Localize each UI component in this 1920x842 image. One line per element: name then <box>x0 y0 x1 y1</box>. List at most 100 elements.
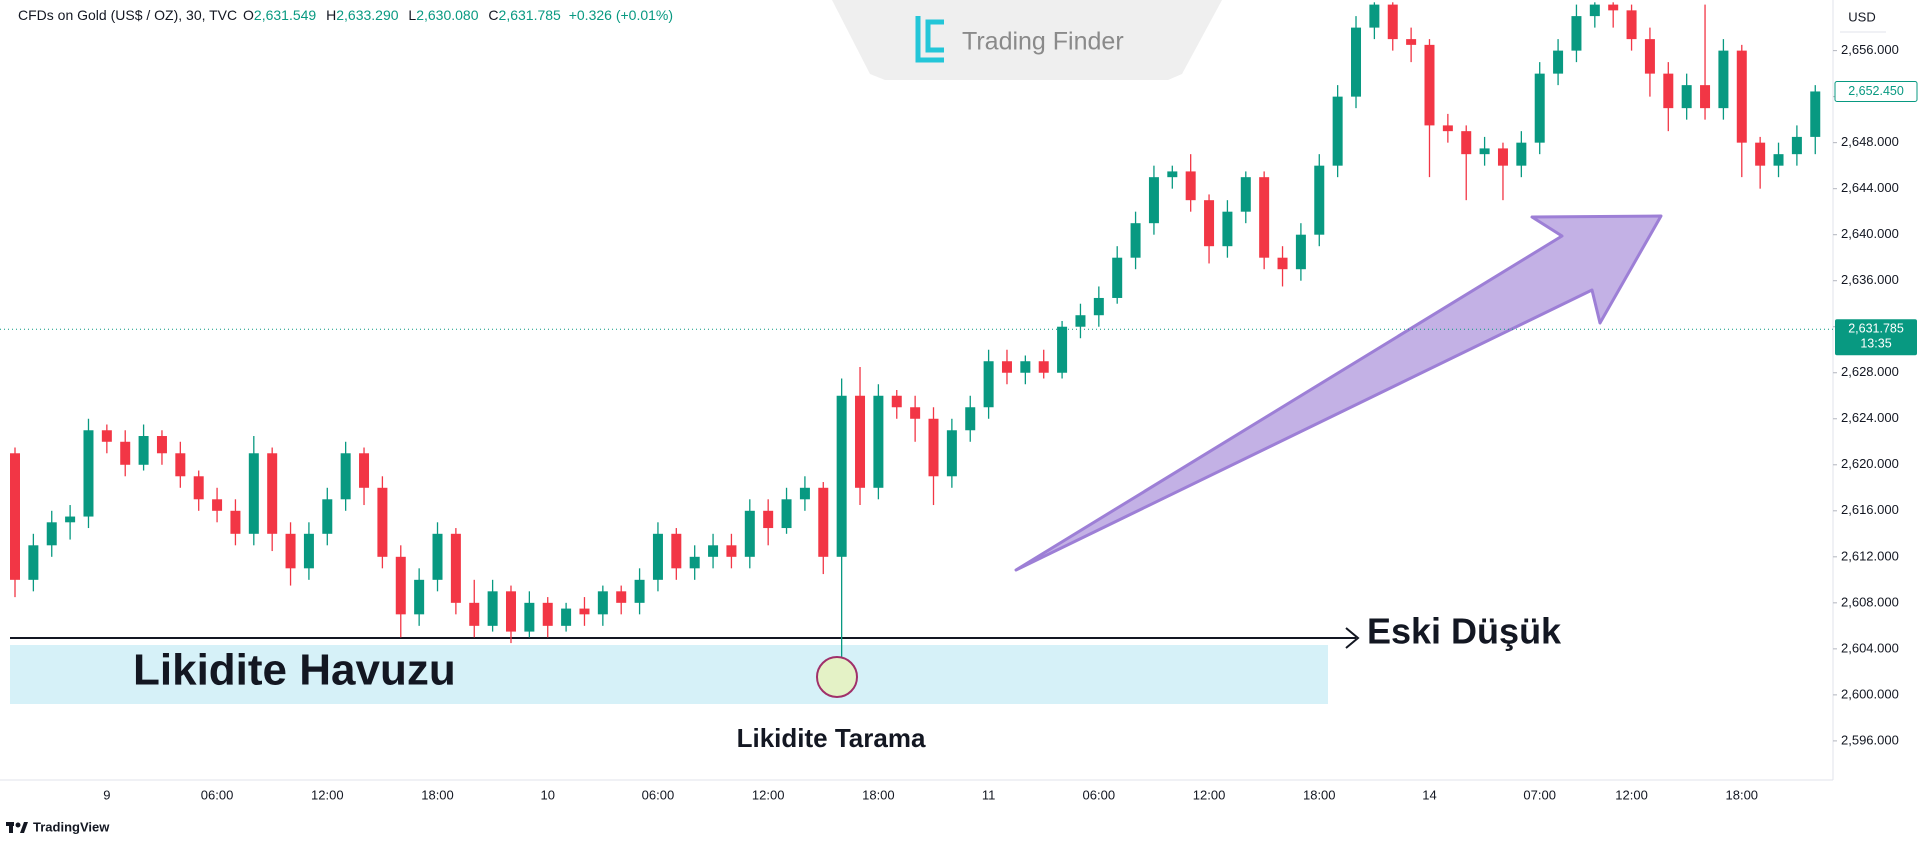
candle-body <box>1700 85 1711 109</box>
x-tick-label: 12:00 <box>752 787 785 802</box>
x-tick-label: 18:00 <box>1726 787 1759 802</box>
candle-body <box>873 395 884 488</box>
candle-body <box>1259 177 1270 258</box>
candle-body <box>1516 142 1527 166</box>
candle-body <box>708 545 719 557</box>
candle-body <box>1755 142 1766 166</box>
marked-price-label-box <box>1834 80 1918 102</box>
candle-body <box>432 533 443 580</box>
candle-body <box>248 453 259 534</box>
candle-body <box>891 395 902 408</box>
x-tick-label: 18:00 <box>1303 787 1336 802</box>
candle-body <box>1167 171 1178 178</box>
candle-body <box>561 608 572 626</box>
candle-body <box>212 499 223 511</box>
candle-body <box>855 395 866 488</box>
y-tick-label: 2,604.000 <box>1841 640 1899 655</box>
x-tick-label: 14 <box>1422 787 1436 802</box>
old-low-arrowhead <box>1345 627 1360 649</box>
candle-body <box>1332 96 1343 166</box>
ohlc-value: 2,633.290 <box>336 7 399 23</box>
candle-body <box>671 533 682 569</box>
ohlc-key: O <box>243 7 254 23</box>
sweep-marker <box>816 656 858 698</box>
candle-body <box>1148 177 1159 224</box>
x-tick-label: 06:00 <box>1083 787 1116 802</box>
candle-body <box>322 499 333 534</box>
x-tick-label: 12:00 <box>1615 787 1648 802</box>
candle-body <box>1608 4 1619 11</box>
y-tick-label: 2,616.000 <box>1841 502 1899 517</box>
watermark-text: Trading Finder <box>962 28 1124 56</box>
candle-body <box>28 545 39 580</box>
y-tick-label: 2,600.000 <box>1841 686 1899 701</box>
candle-body <box>1589 4 1600 17</box>
candle-body <box>1424 44 1435 126</box>
candle-body <box>377 487 388 557</box>
candle-body <box>634 579 645 603</box>
header: CFDs on Gold (US$ / OZ), 30, TVC O2,631.… <box>18 7 677 23</box>
candle-body <box>726 545 737 557</box>
candle-body <box>230 510 241 534</box>
candle-body <box>1442 125 1453 132</box>
candle-body <box>597 591 608 615</box>
candle-body <box>1314 165 1325 235</box>
candle-body <box>1681 85 1692 109</box>
candle-body <box>1663 73 1674 109</box>
candle-body <box>1644 39 1655 74</box>
x-tick-label: 9 <box>103 787 110 802</box>
candle-body <box>1626 10 1637 40</box>
candles <box>0 2 1833 667</box>
candle-body <box>1185 171 1196 201</box>
candle-body <box>652 533 663 580</box>
candle-body <box>193 476 204 500</box>
currency-label: USD <box>1848 9 1875 24</box>
candle-body <box>781 499 792 529</box>
candle-body <box>524 602 535 632</box>
y-tick-label: 2,644.000 <box>1841 180 1899 195</box>
candle-body <box>1295 234 1306 270</box>
ohlc-key: H <box>326 7 337 23</box>
candle-body <box>1497 148 1508 166</box>
candle-body <box>450 533 461 603</box>
candle-body <box>818 487 829 557</box>
candle-body <box>836 395 847 557</box>
candle-body <box>1773 154 1784 166</box>
candle-body <box>469 602 480 626</box>
trend-arrow <box>1014 214 1663 572</box>
candle-body <box>1369 4 1380 28</box>
old-low-label: Eski Düşük <box>1367 611 1562 652</box>
candle-body <box>1718 50 1729 109</box>
y-tick-label: 2,596.000 <box>1841 732 1899 747</box>
candle-body <box>156 436 167 454</box>
candle-body <box>1093 297 1104 316</box>
x-tick-label: 11 <box>982 787 996 802</box>
candle-body <box>414 579 425 615</box>
y-tick-label: 2,628.000 <box>1841 364 1899 379</box>
last-price-label: 2,631.785 <box>1848 321 1904 335</box>
y-tick-label: 2,608.000 <box>1841 594 1899 609</box>
candle-body <box>1571 16 1582 51</box>
candle-body <box>1057 326 1068 373</box>
candle-body <box>175 453 186 477</box>
watermark-logo <box>915 16 944 63</box>
candle-body <box>395 556 406 615</box>
x-tick-label: 07:00 <box>1523 787 1556 802</box>
liquidity-zone <box>10 645 1328 704</box>
candle-body <box>359 453 370 488</box>
y-tick-label: 2,640.000 <box>1841 226 1899 241</box>
x-tick-label: 12:00 <box>311 787 344 802</box>
candle-body <box>1351 27 1362 97</box>
sweep-label: Likidite Tarama <box>737 723 926 753</box>
candle-body <box>1130 223 1141 258</box>
x-tick-label: 06:00 <box>642 787 675 802</box>
y-tick-label: 2,612.000 <box>1841 548 1899 563</box>
marked-price-label: 2,652.450 <box>1848 84 1904 98</box>
candle-body <box>1534 73 1545 143</box>
y-tick-label: 2,636.000 <box>1841 272 1899 287</box>
candle-body <box>101 430 112 442</box>
candle-body <box>965 407 976 431</box>
candle-body <box>744 510 755 557</box>
candle-body <box>542 602 553 626</box>
